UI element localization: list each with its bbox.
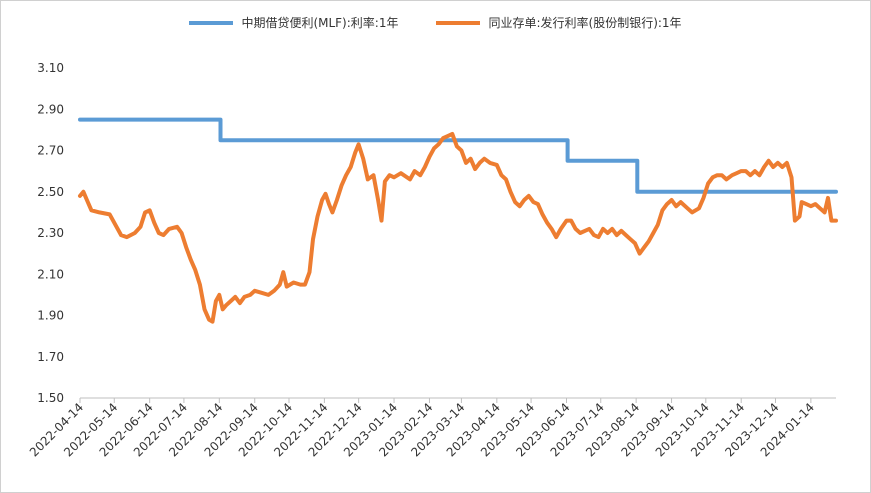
y-tick-label: 2.90 — [37, 102, 64, 116]
y-axis-ticks: 1.50 1.70 1.90 2.10 2.30 2.50 2.70 2.90 3.10 — [37, 61, 64, 405]
y-tick-label: 1.70 — [37, 350, 64, 364]
x-axis-ticks: 2022-04-142022-05-142022-06-142022-07-14… — [27, 398, 817, 459]
legend-item-mlf: 中期借贷便利(MLF):利率:1年 — [189, 14, 398, 31]
y-tick-label: 1.50 — [37, 391, 64, 405]
y-tick-label: 3.10 — [37, 61, 64, 75]
series-line-ncd — [78, 132, 838, 324]
y-tick-label: 2.30 — [37, 226, 64, 240]
legend-swatch-ncd — [436, 20, 481, 25]
chart-series — [78, 117, 838, 324]
series-line-mlf — [78, 117, 838, 194]
y-tick-label: 1.90 — [37, 309, 64, 323]
legend-label-ncd: 同业存单:发行利率(股份制银行):1年 — [488, 16, 682, 30]
legend-label-mlf: 中期借贷便利(MLF):利率:1年 — [241, 16, 399, 30]
legend-item-ncd: 同业存单:发行利率(股份制银行):1年 — [436, 14, 682, 31]
y-tick-label: 2.50 — [37, 185, 64, 199]
y-tick-label: 2.70 — [37, 144, 64, 158]
y-tick-label: 2.10 — [37, 267, 64, 281]
chart-legend: 中期借贷便利(MLF):利率:1年 同业存单:发行利率(股份制银行):1年 — [0, 14, 871, 31]
legend-swatch-mlf — [189, 20, 234, 25]
